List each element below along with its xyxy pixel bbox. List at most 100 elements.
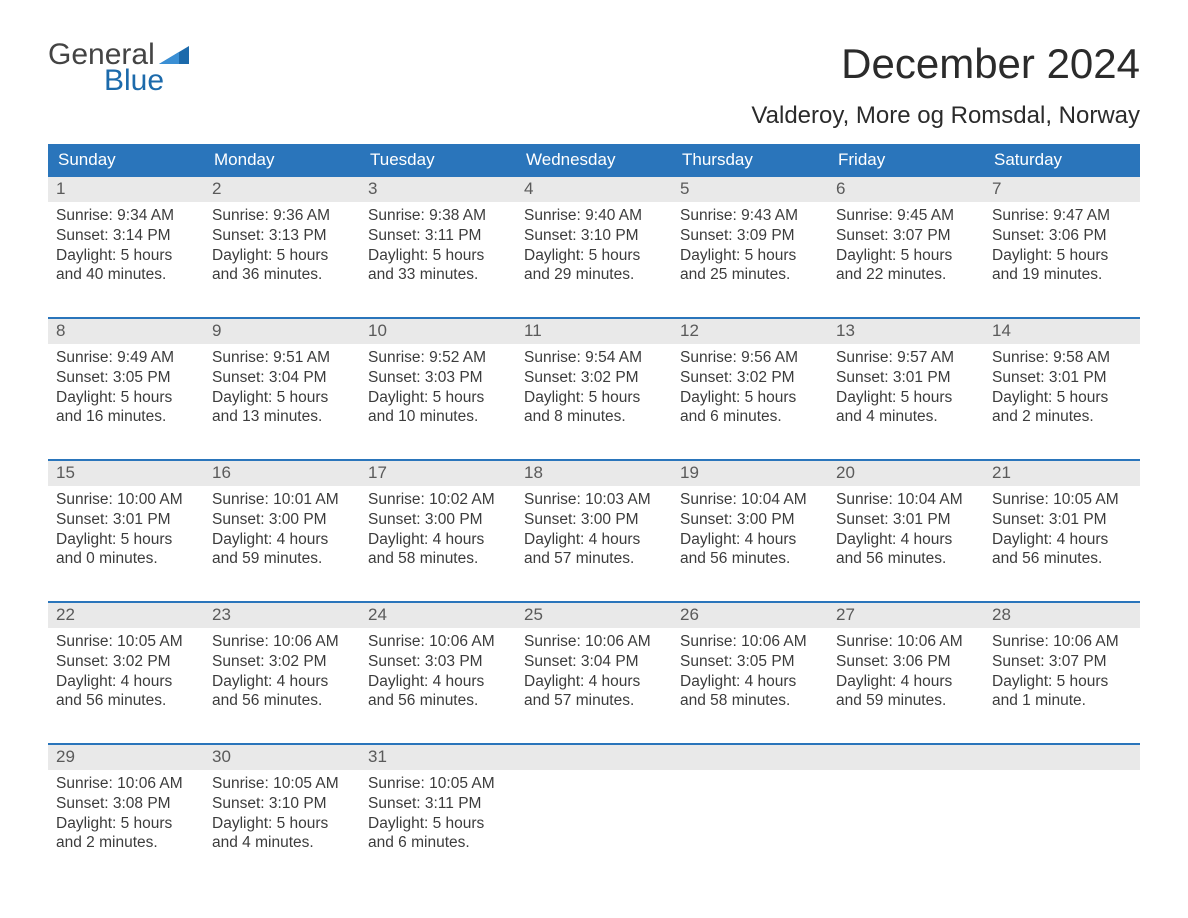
sunset-text: Sunset: 3:03 PM	[368, 368, 508, 388]
day-body: Sunrise: 10:05 AMSunset: 3:11 PMDaylight…	[360, 770, 516, 857]
day-cell: 6Sunrise: 9:45 AMSunset: 3:07 PMDaylight…	[828, 177, 984, 297]
sunset-text: Sunset: 3:10 PM	[524, 226, 664, 246]
sunrise-text: Sunrise: 10:06 AM	[680, 632, 820, 652]
day-number: 27	[828, 603, 984, 628]
sunset-text: Sunset: 3:01 PM	[836, 368, 976, 388]
day-cell: 31Sunrise: 10:05 AMSunset: 3:11 PMDaylig…	[360, 745, 516, 865]
day-number: 22	[48, 603, 204, 628]
day-cell: 5Sunrise: 9:43 AMSunset: 3:09 PMDaylight…	[672, 177, 828, 297]
day-body: Sunrise: 9:34 AMSunset: 3:14 PMDaylight:…	[48, 202, 204, 289]
day-header: Saturday	[984, 144, 1140, 177]
day-number	[516, 745, 672, 770]
day-body: Sunrise: 10:06 AMSunset: 3:08 PMDaylight…	[48, 770, 204, 857]
daylight-line1: Daylight: 4 hours	[524, 672, 664, 692]
daylight-line1: Daylight: 4 hours	[680, 530, 820, 550]
daylight-line2: and 58 minutes.	[368, 549, 508, 569]
daylight-line1: Daylight: 5 hours	[368, 814, 508, 834]
day-cell: 16Sunrise: 10:01 AMSunset: 3:00 PMDaylig…	[204, 461, 360, 581]
daylight-line1: Daylight: 5 hours	[524, 246, 664, 266]
sunset-text: Sunset: 3:05 PM	[56, 368, 196, 388]
day-header: Tuesday	[360, 144, 516, 177]
daylight-line1: Daylight: 5 hours	[836, 388, 976, 408]
daylight-line1: Daylight: 4 hours	[56, 672, 196, 692]
day-body: Sunrise: 10:05 AMSunset: 3:02 PMDaylight…	[48, 628, 204, 715]
daylight-line1: Daylight: 4 hours	[680, 672, 820, 692]
sunset-text: Sunset: 3:00 PM	[524, 510, 664, 530]
day-body: Sunrise: 9:57 AMSunset: 3:01 PMDaylight:…	[828, 344, 984, 431]
day-number: 2	[204, 177, 360, 202]
sunset-text: Sunset: 3:05 PM	[680, 652, 820, 672]
sunset-text: Sunset: 3:02 PM	[680, 368, 820, 388]
daylight-line2: and 25 minutes.	[680, 265, 820, 285]
day-number: 1	[48, 177, 204, 202]
day-body: Sunrise: 9:51 AMSunset: 3:04 PMDaylight:…	[204, 344, 360, 431]
sunrise-text: Sunrise: 10:01 AM	[212, 490, 352, 510]
sunset-text: Sunset: 3:01 PM	[992, 510, 1132, 530]
daylight-line2: and 16 minutes.	[56, 407, 196, 427]
page-title: December 2024	[841, 40, 1140, 88]
daylight-line1: Daylight: 5 hours	[368, 388, 508, 408]
day-number	[672, 745, 828, 770]
day-header: Sunday	[48, 144, 204, 177]
day-body: Sunrise: 9:58 AMSunset: 3:01 PMDaylight:…	[984, 344, 1140, 431]
day-cell: 11Sunrise: 9:54 AMSunset: 3:02 PMDayligh…	[516, 319, 672, 439]
day-number	[828, 745, 984, 770]
sunset-text: Sunset: 3:09 PM	[680, 226, 820, 246]
daylight-line1: Daylight: 5 hours	[680, 246, 820, 266]
daylight-line1: Daylight: 4 hours	[992, 530, 1132, 550]
daylight-line1: Daylight: 5 hours	[212, 246, 352, 266]
day-cell: 14Sunrise: 9:58 AMSunset: 3:01 PMDayligh…	[984, 319, 1140, 439]
day-body: Sunrise: 10:06 AMSunset: 3:02 PMDaylight…	[204, 628, 360, 715]
weeks-container: 1Sunrise: 9:34 AMSunset: 3:14 PMDaylight…	[48, 177, 1140, 865]
daylight-line2: and 0 minutes.	[56, 549, 196, 569]
sunrise-text: Sunrise: 10:05 AM	[212, 774, 352, 794]
day-cell	[984, 745, 1140, 865]
sunset-text: Sunset: 3:04 PM	[212, 368, 352, 388]
daylight-line2: and 56 minutes.	[56, 691, 196, 711]
day-number: 30	[204, 745, 360, 770]
sunrise-text: Sunrise: 10:06 AM	[368, 632, 508, 652]
sunset-text: Sunset: 3:10 PM	[212, 794, 352, 814]
day-body: Sunrise: 9:38 AMSunset: 3:11 PMDaylight:…	[360, 202, 516, 289]
daylight-line1: Daylight: 5 hours	[524, 388, 664, 408]
sunrise-text: Sunrise: 10:06 AM	[992, 632, 1132, 652]
daylight-line2: and 59 minutes.	[212, 549, 352, 569]
day-body: Sunrise: 10:06 AMSunset: 3:06 PMDaylight…	[828, 628, 984, 715]
daylight-line2: and 13 minutes.	[212, 407, 352, 427]
day-header: Friday	[828, 144, 984, 177]
day-header: Thursday	[672, 144, 828, 177]
sunset-text: Sunset: 3:03 PM	[368, 652, 508, 672]
day-body: Sunrise: 10:02 AMSunset: 3:00 PMDaylight…	[360, 486, 516, 573]
daylight-line2: and 56 minutes.	[992, 549, 1132, 569]
day-cell: 30Sunrise: 10:05 AMSunset: 3:10 PMDaylig…	[204, 745, 360, 865]
sunrise-text: Sunrise: 9:40 AM	[524, 206, 664, 226]
daylight-line2: and 8 minutes.	[524, 407, 664, 427]
day-body: Sunrise: 9:40 AMSunset: 3:10 PMDaylight:…	[516, 202, 672, 289]
daylight-line1: Daylight: 5 hours	[992, 388, 1132, 408]
daylight-line1: Daylight: 4 hours	[368, 530, 508, 550]
day-number: 16	[204, 461, 360, 486]
day-number: 6	[828, 177, 984, 202]
day-body: Sunrise: 10:06 AMSunset: 3:03 PMDaylight…	[360, 628, 516, 715]
sunset-text: Sunset: 3:00 PM	[680, 510, 820, 530]
day-number: 8	[48, 319, 204, 344]
sunset-text: Sunset: 3:07 PM	[992, 652, 1132, 672]
daylight-line2: and 2 minutes.	[992, 407, 1132, 427]
sunrise-text: Sunrise: 9:57 AM	[836, 348, 976, 368]
day-number: 10	[360, 319, 516, 344]
daylight-line2: and 22 minutes.	[836, 265, 976, 285]
location-subtitle: Valderoy, More og Romsdal, Norway	[48, 102, 1140, 130]
day-number: 11	[516, 319, 672, 344]
day-cell: 18Sunrise: 10:03 AMSunset: 3:00 PMDaylig…	[516, 461, 672, 581]
sunrise-text: Sunrise: 9:54 AM	[524, 348, 664, 368]
day-number: 12	[672, 319, 828, 344]
daylight-line1: Daylight: 5 hours	[56, 814, 196, 834]
day-number: 19	[672, 461, 828, 486]
day-number: 5	[672, 177, 828, 202]
day-cell: 15Sunrise: 10:00 AMSunset: 3:01 PMDaylig…	[48, 461, 204, 581]
day-number: 3	[360, 177, 516, 202]
daylight-line2: and 56 minutes.	[680, 549, 820, 569]
day-number: 25	[516, 603, 672, 628]
daylight-line1: Daylight: 5 hours	[368, 246, 508, 266]
sunrise-text: Sunrise: 10:00 AM	[56, 490, 196, 510]
